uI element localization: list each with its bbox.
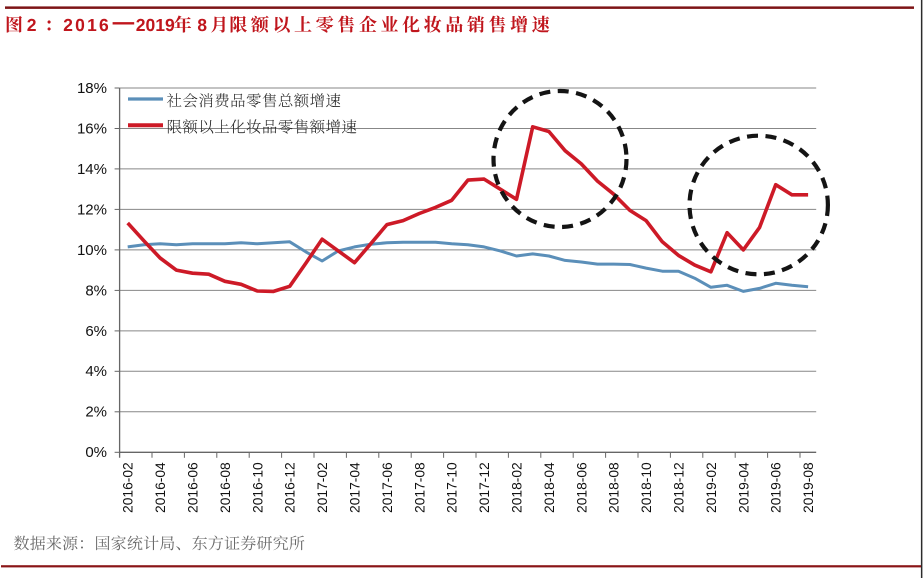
svg-text:2018-10: 2018-10 xyxy=(639,462,654,513)
svg-text:2019-02: 2019-02 xyxy=(704,462,719,513)
svg-text:0%: 0% xyxy=(85,444,107,461)
svg-text:2017-10: 2017-10 xyxy=(445,462,460,513)
svg-text:2016-06: 2016-06 xyxy=(186,462,201,513)
svg-text:2018-04: 2018-04 xyxy=(542,462,557,513)
svg-text:2019-04: 2019-04 xyxy=(736,462,751,513)
svg-text:2%: 2% xyxy=(85,404,107,421)
svg-text:2017-06: 2017-06 xyxy=(380,462,395,513)
svg-text:12%: 12% xyxy=(77,201,107,218)
svg-text:2018-02: 2018-02 xyxy=(510,462,525,513)
svg-text:2018-06: 2018-06 xyxy=(574,462,589,513)
svg-text:18%: 18% xyxy=(77,80,107,97)
svg-text:2016-04: 2016-04 xyxy=(153,462,168,513)
svg-text:2017-02: 2017-02 xyxy=(315,462,330,513)
svg-text:2019-08: 2019-08 xyxy=(801,462,816,513)
svg-text:2018-08: 2018-08 xyxy=(607,462,622,513)
svg-text:2017-04: 2017-04 xyxy=(348,462,363,513)
svg-text:2017-12: 2017-12 xyxy=(477,462,492,513)
svg-text:2016-12: 2016-12 xyxy=(283,462,298,513)
svg-text:2016-10: 2016-10 xyxy=(250,462,265,513)
svg-text:8%: 8% xyxy=(85,282,107,299)
svg-text:2016-02: 2016-02 xyxy=(121,462,136,513)
svg-text:2019-06: 2019-06 xyxy=(769,462,784,513)
svg-text:4%: 4% xyxy=(85,363,107,380)
svg-text:14%: 14% xyxy=(77,161,107,178)
svg-text:2017-08: 2017-08 xyxy=(412,462,427,513)
svg-text:2018-12: 2018-12 xyxy=(672,462,687,513)
svg-text:6%: 6% xyxy=(85,323,107,340)
svg-text:2016-08: 2016-08 xyxy=(218,462,233,513)
svg-text:16%: 16% xyxy=(77,120,107,137)
svg-text:10%: 10% xyxy=(77,242,107,259)
